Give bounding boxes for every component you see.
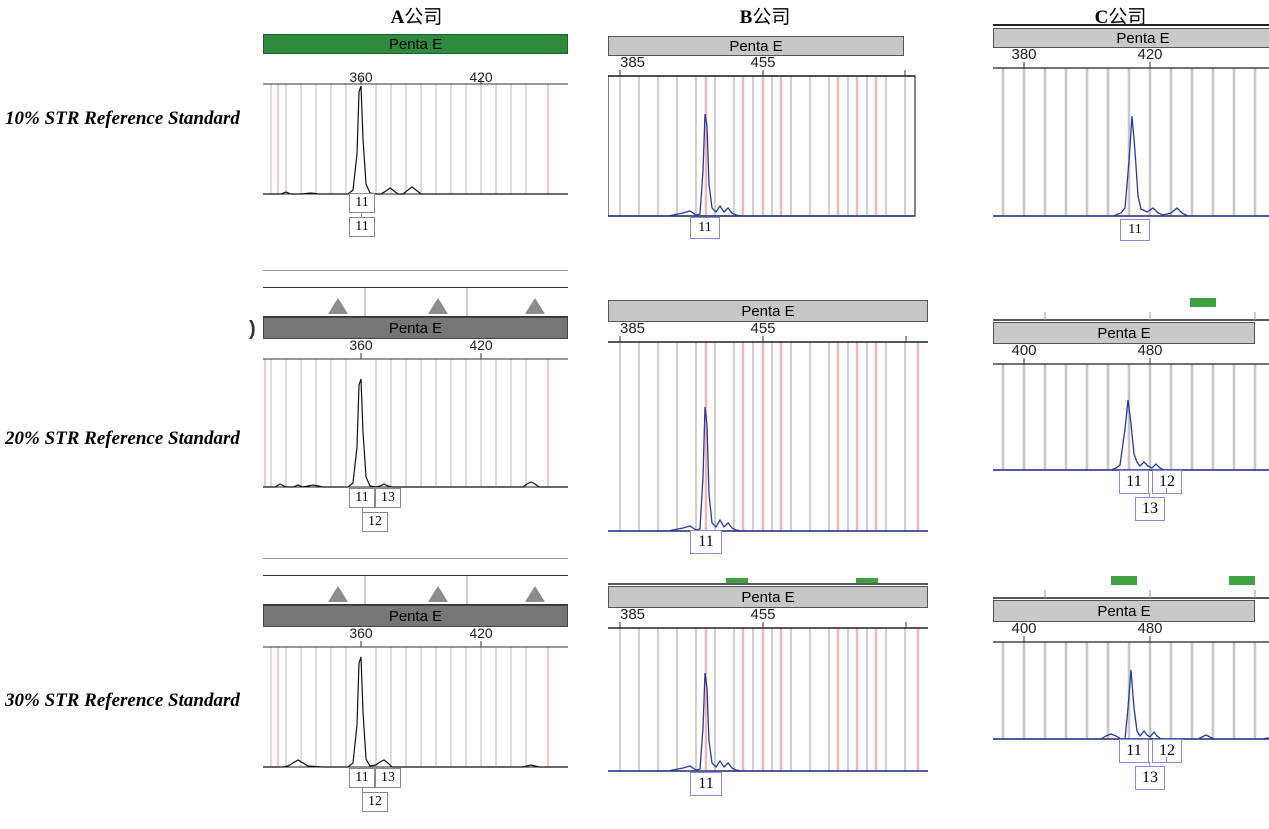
svg-text:385: 385	[620, 322, 645, 337]
svg-text:385: 385	[620, 56, 645, 71]
svg-text:380: 380	[1011, 48, 1036, 63]
svg-text:360: 360	[349, 339, 373, 353]
svg-text:455: 455	[750, 608, 775, 623]
svg-text:420: 420	[469, 72, 493, 85]
svg-text:455: 455	[750, 56, 775, 71]
svg-text:455: 455	[750, 322, 775, 337]
svg-text:360: 360	[349, 72, 373, 85]
svg-text:400: 400	[1011, 622, 1036, 637]
svg-text:420: 420	[469, 339, 493, 353]
svg-text:420: 420	[1137, 48, 1162, 63]
svg-text:480: 480	[1137, 622, 1162, 637]
svg-text:360: 360	[349, 627, 373, 641]
svg-text:385: 385	[620, 608, 645, 623]
svg-text:420: 420	[469, 627, 493, 641]
svg-text:400: 400	[1011, 344, 1036, 359]
svg-text:480: 480	[1137, 344, 1162, 359]
